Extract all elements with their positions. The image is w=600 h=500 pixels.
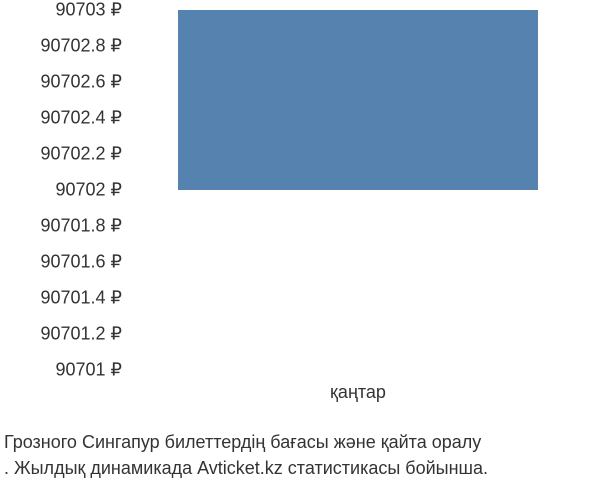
y-tick-label: 90702.4 ₽ [40,108,122,129]
y-tick-label: 90701.4 ₽ [40,288,122,309]
plot-area: қаңтар [138,10,578,370]
y-tick-label: 90702.2 ₽ [40,144,122,165]
caption-line-2: . Жылдық динамикада Avticket.kz статисти… [0,456,600,481]
y-tick-label: 90701.2 ₽ [40,324,122,345]
y-tick-label: 90703 ₽ [55,0,122,21]
y-tick-label: 90702.6 ₽ [40,72,122,93]
y-axis: 90703 ₽90702.8 ₽90702.6 ₽90702.4 ₽90702.… [0,10,130,370]
bar [178,10,539,190]
caption-line-1: Грозного Сингапур билеттердің бағасы жән… [0,430,600,455]
y-tick-label: 90701.8 ₽ [40,216,122,237]
y-tick-label: 90701 ₽ [55,360,122,381]
price-chart: 90703 ₽ 90702.8 ₽ 90702.6 ₽ 90702.4 ₽ 90702.… [0,0,600,420]
y-tick-label: 90702 ₽ [55,180,122,201]
x-tick-label: қаңтар [330,382,386,403]
y-tick-label: 90701.6 ₽ [40,252,122,273]
y-tick-label: 90702.8 ₽ [40,36,122,57]
